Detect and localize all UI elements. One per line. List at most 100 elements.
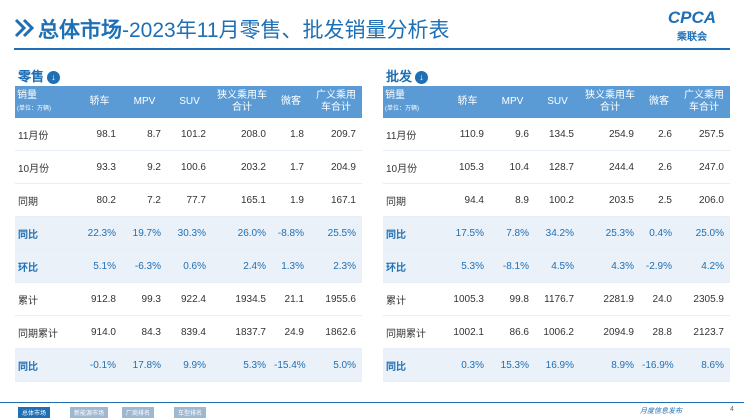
cell: 25.3% — [580, 216, 640, 250]
cell: 93.3 — [77, 150, 122, 184]
down-icon: ↓ — [415, 71, 429, 84]
cell: 134.5 — [535, 118, 580, 151]
footer: 月度信息发布 4 总体市场 新能源市场 厂商排名 车型排名 — [0, 402, 744, 418]
footer-tab: 厂商排名 — [122, 407, 155, 418]
unit-header: 销量 (单位：万辆) — [15, 86, 77, 118]
cell: 206.0 — [678, 183, 730, 217]
table-row: 累计 1005.3 99.8 1176.7 2281.9 24.0 2305.9 — [383, 282, 730, 316]
column-header: 轿车 — [445, 86, 490, 118]
row-label: 同比 — [383, 348, 445, 382]
logo-sub: 乘联会 — [677, 32, 707, 43]
cell: 105.3 — [445, 150, 490, 184]
cell: -8.8% — [272, 216, 310, 250]
data-table: 销量 (单位：万辆) 轿车 MPV SUV 狭义乘用车合计 微客 广义乘用车合计 11月份 110… — [383, 86, 730, 382]
table-row: 环比 5.3% -8.1% 4.5% 4.3% -2.9% 4.2% — [383, 249, 730, 283]
footer-tab: 总体市场 — [18, 407, 51, 418]
footer-tab: 车型排名 — [174, 407, 207, 418]
cell: 204.9 — [310, 150, 362, 184]
row-label: 同比 — [383, 216, 445, 250]
cell: 25.0% — [678, 216, 730, 250]
table-row: 同比 17.5% 7.8% 34.2% 25.3% 0.4% 25.0% — [383, 216, 730, 250]
data-table: 销量 (单位：万辆) 轿车 MPV SUV 狭义乘用车合计 微客 广义乘用车合计 11月份 98.… — [15, 86, 362, 382]
cell: 5.3% — [445, 249, 490, 283]
cell: 4.5% — [535, 249, 580, 283]
column-header: 狭义乘用车合计 — [580, 86, 640, 118]
label-text: 零售 — [18, 69, 45, 84]
footer-tab: 新能源市场 — [70, 407, 109, 418]
cell: 110.9 — [445, 118, 490, 151]
cell: 1.8 — [272, 118, 310, 151]
cell: 2.6 — [640, 150, 678, 184]
cell: 2281.9 — [580, 282, 640, 316]
cell: 839.4 — [167, 315, 212, 349]
row-label: 同期累计 — [15, 315, 77, 349]
row-label: 同期 — [15, 183, 77, 217]
cell: 5.0% — [310, 348, 362, 382]
row-label: 11月份 — [15, 118, 77, 151]
table-row: 同比 0.3% 15.3% 16.9% 8.9% -16.9% 8.6% — [383, 348, 730, 382]
row-label: 10月份 — [383, 150, 445, 184]
cell: 8.7 — [122, 118, 167, 151]
page-number: 4 — [730, 406, 734, 413]
cell: 4.3% — [580, 249, 640, 283]
table-row: 同期累计 914.0 84.3 839.4 1837.7 24.9 1862.6 — [15, 315, 362, 349]
cell: 2123.7 — [678, 315, 730, 349]
cell: 1005.3 — [445, 282, 490, 316]
table-label: 批发 ↓ — [386, 66, 429, 85]
cell: 17.8% — [122, 348, 167, 382]
table-row: 同期 94.4 8.9 100.2 203.5 2.5 206.0 — [383, 183, 730, 217]
cell: 1.9 — [272, 183, 310, 217]
cell: 8.9 — [490, 183, 535, 217]
cell: 247.0 — [678, 150, 730, 184]
cell: 167.1 — [310, 183, 362, 217]
column-header: MPV — [490, 86, 535, 118]
row-label: 累计 — [15, 282, 77, 316]
cell: 26.0% — [212, 216, 272, 250]
label-text: 批发 — [386, 69, 413, 84]
table-row: 10月份 93.3 9.2 100.6 203.2 1.7 204.9 — [15, 150, 362, 184]
column-header: MPV — [122, 86, 167, 118]
cell: 2.5 — [640, 183, 678, 217]
unit-label: 销量 — [385, 89, 405, 101]
cell: 8.9% — [580, 348, 640, 382]
cell: 4.2% — [678, 249, 730, 283]
cell: 1.3% — [272, 249, 310, 283]
cell: 208.0 — [212, 118, 272, 151]
cell: 2.6 — [640, 118, 678, 151]
cell: 2305.9 — [678, 282, 730, 316]
cell: 9.2 — [122, 150, 167, 184]
down-icon: ↓ — [47, 71, 61, 84]
column-header: SUV — [535, 86, 580, 118]
cell: 24.0 — [640, 282, 678, 316]
cell: 17.5% — [445, 216, 490, 250]
cell: 2.3% — [310, 249, 362, 283]
logo-text: CPCA — [667, 8, 717, 27]
cell: 1006.2 — [535, 315, 580, 349]
cell: 1002.1 — [445, 315, 490, 349]
cell: 1837.7 — [212, 315, 272, 349]
cell: 100.6 — [167, 150, 212, 184]
cell: 244.4 — [580, 150, 640, 184]
cell: 15.3% — [490, 348, 535, 382]
row-label: 10月份 — [15, 150, 77, 184]
cell: 22.3% — [77, 216, 122, 250]
cell: 0.4% — [640, 216, 678, 250]
cell: 257.5 — [678, 118, 730, 151]
cell: -16.9% — [640, 348, 678, 382]
cell: 203.2 — [212, 150, 272, 184]
row-label: 累计 — [383, 282, 445, 316]
cell: 0.6% — [167, 249, 212, 283]
logo: CPCA 乘联会 — [652, 8, 732, 43]
row-label: 环比 — [15, 249, 77, 283]
title-rule — [14, 48, 730, 50]
column-header: 轿车 — [77, 86, 122, 118]
table-row: 11月份 98.1 8.7 101.2 208.0 1.8 209.7 — [15, 118, 362, 151]
cell: 98.1 — [77, 118, 122, 151]
cell: 914.0 — [77, 315, 122, 349]
header-row: 销量 (单位：万辆) 轿车 MPV SUV 狭义乘用车合计 微客 广义乘用车合计 — [15, 86, 362, 118]
unit-note: (单位：万辆) — [385, 105, 419, 112]
cell: 9.9% — [167, 348, 212, 382]
cell: 84.3 — [122, 315, 167, 349]
cell: 1862.6 — [310, 315, 362, 349]
table-row: 11月份 110.9 9.6 134.5 254.9 2.6 257.5 — [383, 118, 730, 151]
